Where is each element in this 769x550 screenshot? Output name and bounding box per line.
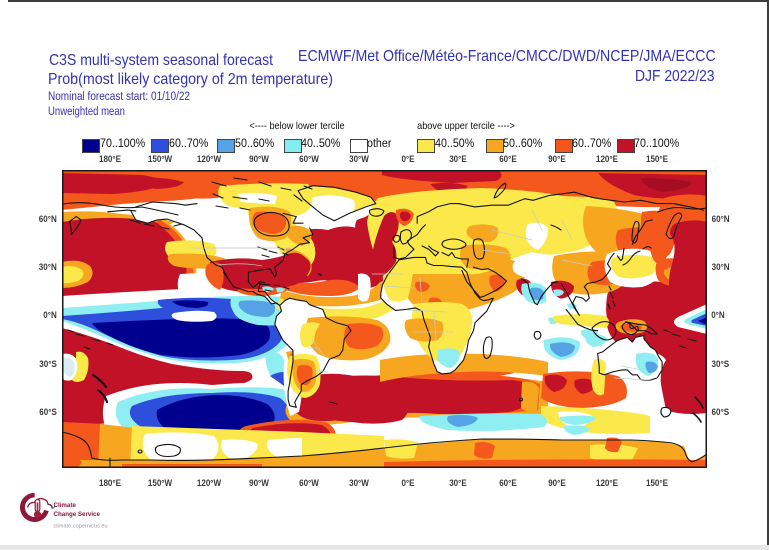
svg-text:Climate: Climate: [54, 502, 77, 509]
svg-text:Change Service: Change Service: [54, 511, 101, 518]
svg-text:climate.copernicus.eu: climate.copernicus.eu: [54, 524, 108, 530]
